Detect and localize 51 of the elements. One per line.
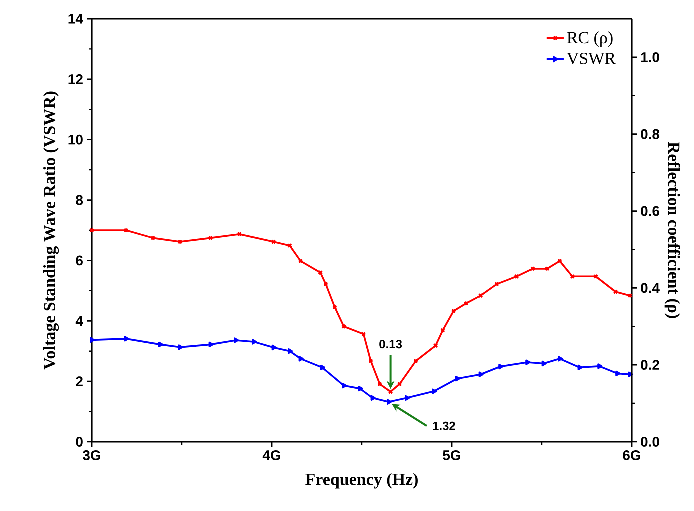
point bbox=[558, 356, 564, 362]
point bbox=[498, 364, 504, 370]
y2-tick-label: 0.6 bbox=[641, 206, 660, 216]
point bbox=[370, 395, 376, 401]
y-tick-label: 8 bbox=[76, 195, 84, 206]
y-tick-label: 0 bbox=[76, 437, 83, 447]
y-tick-label: 12 bbox=[68, 74, 83, 84]
point bbox=[272, 344, 277, 351]
x-tick-label: 4G bbox=[262, 450, 280, 460]
point bbox=[208, 342, 214, 348]
point bbox=[298, 356, 304, 362]
point bbox=[405, 395, 410, 401]
point bbox=[234, 338, 240, 344]
point bbox=[478, 372, 484, 378]
point bbox=[90, 337, 96, 343]
point bbox=[455, 376, 460, 382]
point bbox=[358, 386, 364, 392]
y2-axis-title: Reflection coefficient (ρ) bbox=[664, 142, 680, 318]
point bbox=[178, 344, 184, 350]
legend-label: VSWR bbox=[567, 52, 616, 64]
y-tick-label: 14 bbox=[68, 14, 84, 24]
y2-tick-label: 0.2 bbox=[641, 360, 660, 370]
y2-tick-label: 0.4 bbox=[641, 283, 660, 294]
point bbox=[320, 364, 326, 370]
point bbox=[158, 342, 164, 348]
point bbox=[616, 370, 621, 377]
point bbox=[598, 364, 603, 370]
x-tick-label: 5G bbox=[443, 450, 460, 460]
y-tick-label: 4 bbox=[76, 316, 84, 326]
y2-tick-label: 1.0 bbox=[641, 52, 660, 62]
annotation: 1.32 bbox=[433, 422, 456, 430]
y2-tick-label: 0.0 bbox=[641, 437, 660, 447]
point bbox=[288, 348, 294, 354]
y-tick-label: 10 bbox=[68, 134, 83, 145]
x-tick-label: 3G bbox=[82, 450, 100, 460]
y-tick-label: 6 bbox=[76, 256, 83, 266]
point bbox=[578, 364, 583, 370]
point bbox=[342, 382, 348, 389]
point bbox=[542, 360, 547, 367]
y-tick-label: 2 bbox=[76, 376, 83, 386]
x-axis-title: Frequency (Hz) bbox=[306, 473, 418, 489]
legend-label: RC (ρ) bbox=[567, 32, 613, 48]
point bbox=[432, 388, 438, 394]
y2-tick-label: 0.8 bbox=[641, 129, 660, 140]
point bbox=[526, 360, 531, 366]
point bbox=[387, 399, 392, 405]
point bbox=[252, 339, 258, 345]
annotation: 0.13 bbox=[380, 340, 402, 349]
x-tick-label: 6G bbox=[623, 450, 640, 460]
point bbox=[124, 336, 130, 342]
y-axis-title: Voltage Standing Wave Ratio (VSWR) bbox=[43, 92, 60, 370]
